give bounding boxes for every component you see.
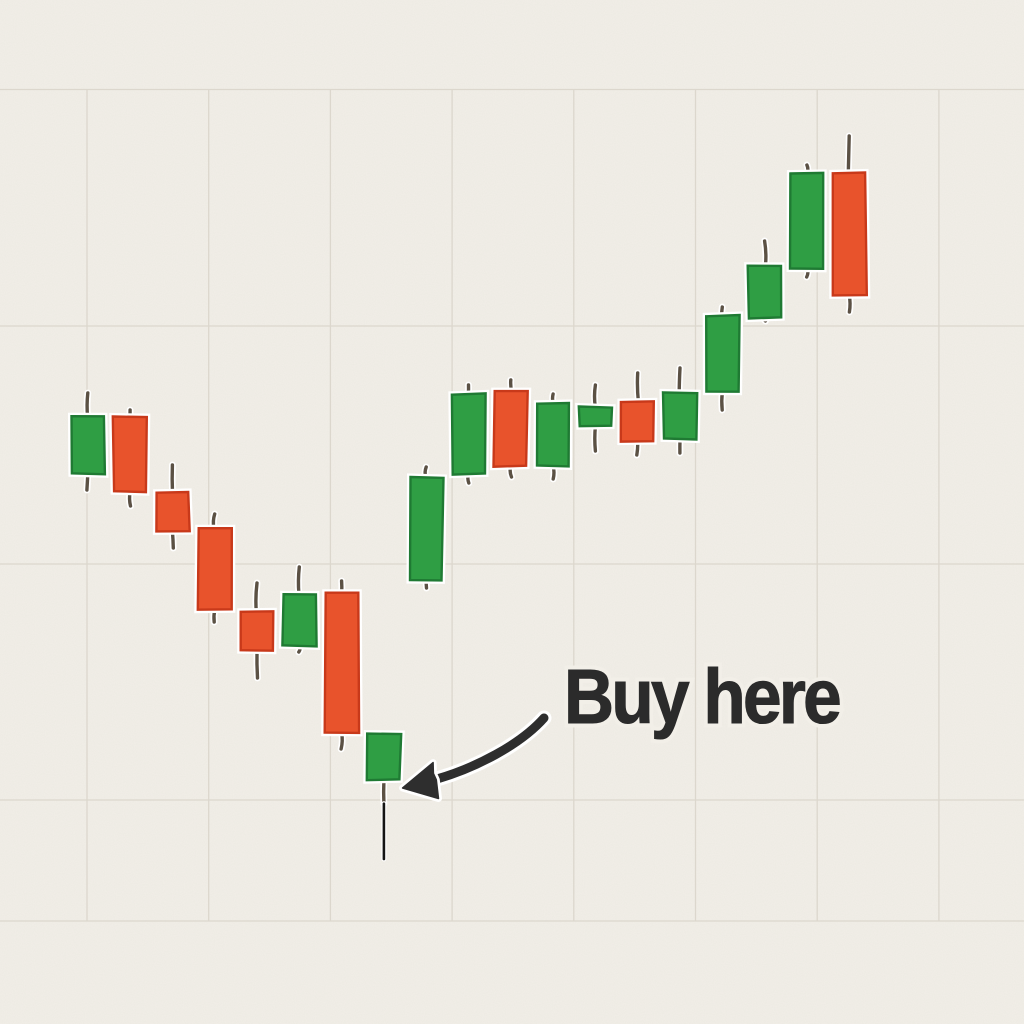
svg-text:Buy here: Buy here	[564, 654, 840, 740]
